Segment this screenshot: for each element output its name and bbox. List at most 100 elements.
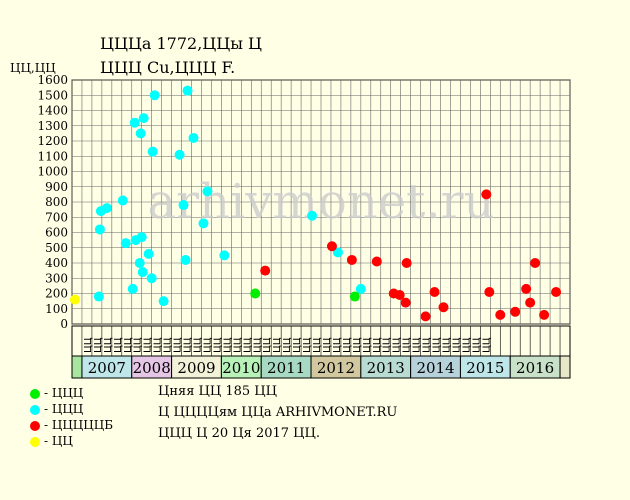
data-point [400, 297, 411, 308]
data-point [101, 203, 112, 214]
year-band [71, 355, 83, 379]
x-slot-label: ЦЦ [362, 337, 373, 353]
x-slot-label: ЦЦ [272, 337, 283, 353]
data-point [332, 247, 343, 258]
data-point [182, 85, 193, 96]
data-point [135, 128, 146, 139]
x-slot-label: ЦЦ [422, 337, 433, 353]
y-tick-label: 900 [45, 180, 68, 194]
x-slot-label: ЦЦ [382, 337, 393, 353]
y-tick-label: 1600 [37, 73, 68, 87]
legend-item: - ЦЦЦ [30, 386, 83, 400]
legend-label: - ЦЦЦ [44, 386, 84, 400]
x-slot-label: ЦЦ [322, 337, 333, 353]
y-tick-label: 1100 [37, 149, 68, 163]
data-point [484, 286, 495, 297]
info-line: ЦЦЦ Ц 20 Ця 2017 ЦЦ. [158, 426, 320, 441]
year-label: 2015 [466, 359, 504, 377]
x-slot-label: ЦЦ [242, 337, 253, 353]
data-point [69, 294, 80, 305]
y-tick-label: 1500 [37, 88, 68, 102]
y-tick-label: 800 [45, 195, 68, 209]
x-slot-label: ЦЦ [412, 337, 423, 353]
x-slot-label: ЦЦ [143, 337, 154, 353]
legend-dot-icon [30, 420, 40, 431]
legend-item: - ЦЦЦ [30, 402, 83, 416]
x-slot-label: ЦЦ [193, 337, 204, 353]
x-slot-label: ЦЦ [163, 337, 174, 353]
data-point [355, 283, 366, 294]
data-point [202, 186, 213, 197]
x-slot-label: ЦЦ [222, 337, 233, 353]
x-slot-label: ЦЦ [93, 337, 104, 353]
legend-dot-icon [30, 404, 40, 415]
x-slot-label: ЦЦ [123, 337, 134, 353]
year-label: 2010 [222, 359, 260, 377]
x-slot-label: ЦЦ [451, 337, 462, 353]
x-slot-label: ЦЦ [372, 337, 383, 353]
data-point [198, 218, 209, 229]
chart-title-line-1: ЦЦЦа 1772,ЦЦы Ц [100, 34, 262, 53]
year-label: 2012 [317, 359, 355, 377]
y-tick-label: 600 [45, 226, 68, 240]
data-point [219, 250, 230, 261]
x-slot-label: ЦЦ [212, 337, 223, 353]
data-point [420, 311, 431, 322]
year-label: 2013 [367, 359, 405, 377]
data-point [326, 241, 337, 252]
y-tick-label: 700 [45, 210, 68, 224]
x-slot-label: ЦЦ [481, 337, 492, 353]
data-point [120, 238, 131, 249]
data-point [146, 273, 157, 284]
year-label: 2014 [416, 359, 454, 377]
data-point [551, 286, 562, 297]
data-point [371, 256, 382, 267]
data-point [158, 296, 169, 307]
x-slot-label: ЦЦ [352, 337, 363, 353]
data-point [521, 283, 532, 294]
data-point [394, 290, 405, 301]
data-point [530, 258, 541, 268]
x-slot-label: ЦЦ [392, 337, 403, 353]
x-slot-label: ЦЦ [202, 337, 213, 353]
data-point [178, 200, 189, 211]
x-slot-label: ЦЦ [312, 337, 323, 353]
data-point [180, 254, 191, 265]
legend-item: - ЦЦ [30, 434, 73, 448]
legend-dot-icon [30, 388, 40, 399]
x-slot-label: ЦЦ [282, 337, 293, 353]
data-point [525, 297, 536, 308]
data-point [481, 189, 492, 200]
y-tick-label: 500 [45, 241, 68, 255]
y-tick-label: 200 [45, 287, 68, 301]
data-point [127, 283, 138, 294]
y-tick-label: 300 [45, 271, 68, 285]
data-point [495, 309, 506, 320]
info-line: Ц ЦЦЦЦям ЦЦа ARHIVMONET.RU [158, 405, 398, 420]
year-label: 2011 [267, 359, 305, 377]
x-slot-label: ЦЦ [342, 337, 353, 353]
x-slot-label: ЦЦ [442, 337, 453, 353]
legend-label: - ЦЦЦ [44, 402, 84, 416]
x-slot-label: ЦЦ [232, 337, 243, 353]
data-point [147, 146, 158, 157]
data-point [307, 210, 318, 221]
data-point [174, 149, 185, 160]
year-label: 2016 [516, 359, 554, 377]
data-point [134, 258, 145, 268]
data-point [188, 132, 199, 143]
y-tick-label: 0 [60, 317, 68, 331]
data-point [143, 248, 154, 259]
x-slot-label: ЦЦ [471, 337, 482, 353]
x-slot-label: ЦЦ [461, 337, 472, 353]
x-slot-label: ЦЦ [133, 337, 144, 353]
data-point [260, 265, 271, 276]
data-point [94, 224, 105, 235]
data-point [539, 309, 550, 320]
x-slot-label: ЦЦ [83, 337, 94, 353]
info-line: Цняя ЦЦ 185 ЦЦ [158, 384, 277, 399]
x-slot-label: ЦЦ [153, 337, 164, 353]
year-label: 2009 [177, 359, 215, 377]
data-point [149, 90, 160, 101]
